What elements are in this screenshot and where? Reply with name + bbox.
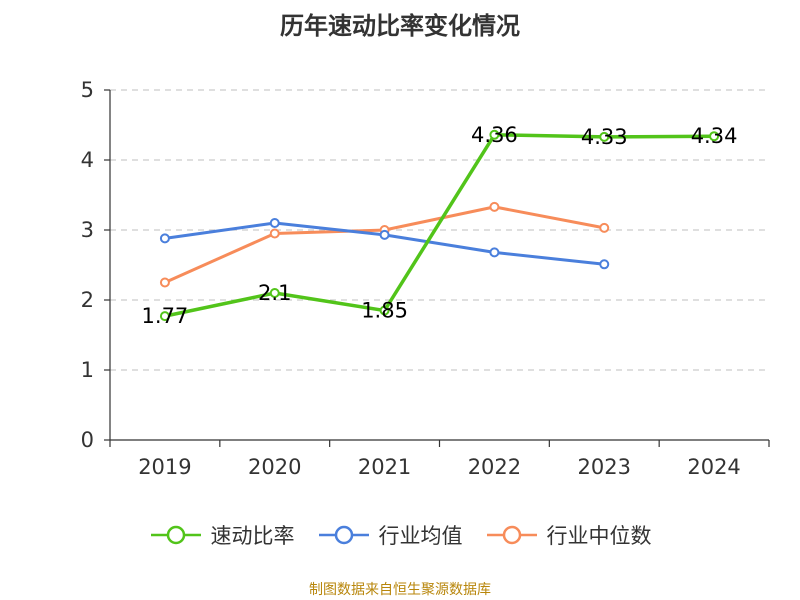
data-point [159, 277, 170, 288]
legend-label: 行业均值 [378, 524, 463, 548]
data-point [269, 228, 280, 239]
data-point [489, 201, 500, 212]
y-tick-label: 4 [81, 148, 94, 172]
x-tick-label: 2019 [138, 455, 191, 479]
data-point [159, 233, 170, 244]
data-label: 1.85 [361, 299, 408, 323]
axes: 0 1 2 3 4 5 2019 2020 2021 2022 2023 2024 [81, 78, 770, 479]
data-label: 4.34 [691, 124, 738, 148]
legend-item[interactable]: 速动比率 [149, 520, 295, 550]
data-point [599, 259, 610, 270]
legend-label: 速动比率 [210, 524, 295, 548]
data-point [599, 222, 610, 233]
series-line [164, 205, 605, 284]
legend: 速动比率 行业均值 行业中位数 [0, 520, 800, 550]
data-point [489, 129, 500, 140]
y-tick-label: 0 [81, 428, 94, 452]
data-label: 4.33 [581, 125, 628, 149]
data-point [599, 131, 610, 142]
data-point [379, 229, 390, 240]
series-group [159, 201, 610, 288]
legend-label: 行业中位数 [546, 524, 652, 548]
legend-item[interactable]: 行业均值 [317, 520, 463, 550]
legend-swatch-icon [318, 525, 369, 545]
source-note: 制图数据来自恒生聚源数据库 [309, 582, 491, 598]
y-tick-label: 3 [81, 218, 94, 242]
data-labels: 1.77 2.1 1.85 4.36 4.33 4.34 [142, 123, 738, 328]
legend-swatch-icon [486, 525, 537, 545]
data-point [159, 311, 170, 322]
x-tick-label: 2021 [358, 455, 411, 479]
series [159, 129, 720, 322]
data-label: 1.77 [142, 304, 189, 328]
y-tick-label: 2 [81, 288, 94, 312]
x-tick-label: 2024 [687, 455, 740, 479]
legend-swatch-icon [150, 525, 201, 545]
x-tick-label: 2022 [468, 455, 521, 479]
data-point [709, 131, 720, 142]
data-point [269, 218, 280, 228]
data-point [379, 305, 390, 316]
x-tick-label: 2020 [248, 455, 301, 479]
series-group [159, 218, 610, 270]
data-point [489, 247, 500, 258]
data-point [269, 288, 280, 298]
grid-lines [110, 89, 769, 371]
data-label: 2.1 [258, 281, 291, 305]
x-tick-label: 2023 [578, 455, 631, 479]
chart-title: 历年速动比率变化情况 [280, 12, 520, 40]
series-line [164, 133, 715, 318]
series-group [159, 129, 720, 322]
data-label: 4.36 [471, 123, 518, 147]
legend-item[interactable]: 行业中位数 [485, 520, 652, 550]
y-tick-label: 5 [81, 78, 94, 102]
y-tick-label: 1 [81, 358, 94, 382]
